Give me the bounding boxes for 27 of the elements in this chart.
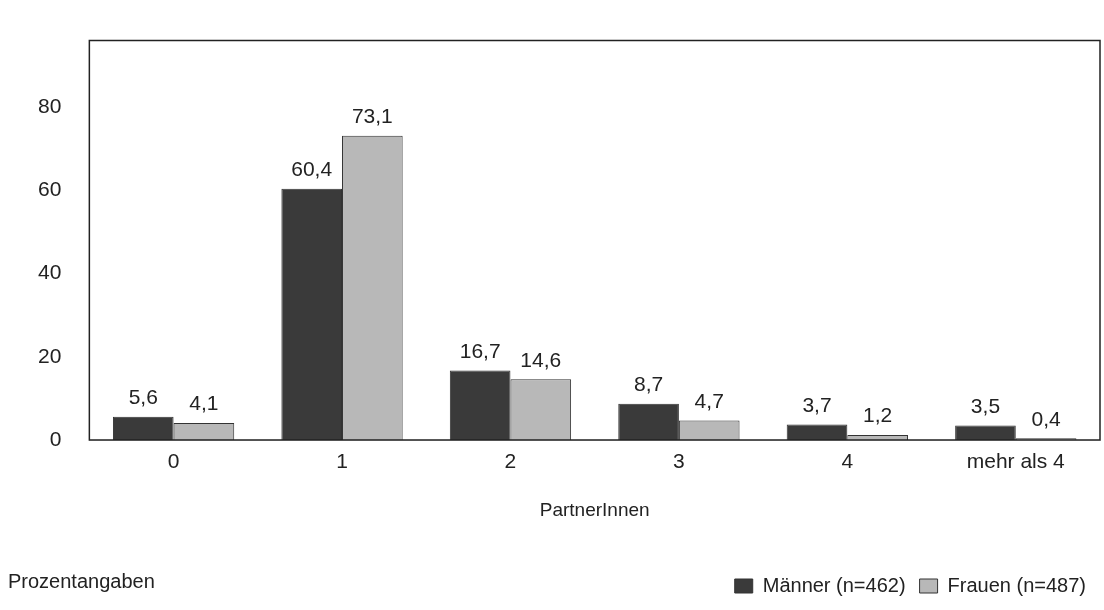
data-label: 0,4 <box>1031 406 1062 430</box>
data-label: 8,7 <box>633 372 664 396</box>
x-tick-label: 4 <box>841 449 854 473</box>
x-tick-label: mehr als 4 <box>966 449 1066 473</box>
data-label: 16,7 <box>459 338 501 362</box>
data-label: 3,7 <box>802 392 832 416</box>
data-label: 1,2 <box>863 403 893 427</box>
data-label: 73,1 <box>351 104 393 128</box>
y-tick-label: 40 <box>38 260 62 284</box>
data-label: 4,1 <box>189 391 219 415</box>
legend-label: Männer (n=462) <box>762 573 906 596</box>
data-label: 60,4 <box>291 157 333 181</box>
data-label: 3,5 <box>970 393 1001 417</box>
y-tick-label: 60 <box>38 177 62 201</box>
x-tick-label: 2 <box>504 449 517 473</box>
y-tick-label: 80 <box>38 93 62 117</box>
data-label: 5,6 <box>128 385 158 408</box>
y-tick-label: 20 <box>38 343 62 367</box>
text: Prozentangaben <box>8 570 155 593</box>
data-label: 4,7 <box>694 388 724 412</box>
x-axis-title: PartnerInnen <box>539 498 650 520</box>
x-tick-label: 0 <box>167 449 180 473</box>
data-label: 14,6 <box>520 347 562 371</box>
y-tick-label: 0 <box>49 426 62 450</box>
legend-label: Frauen (n=487) <box>947 573 1086 596</box>
x-tick-label: 1 <box>336 449 348 473</box>
x-tick-label: 3 <box>673 449 685 473</box>
